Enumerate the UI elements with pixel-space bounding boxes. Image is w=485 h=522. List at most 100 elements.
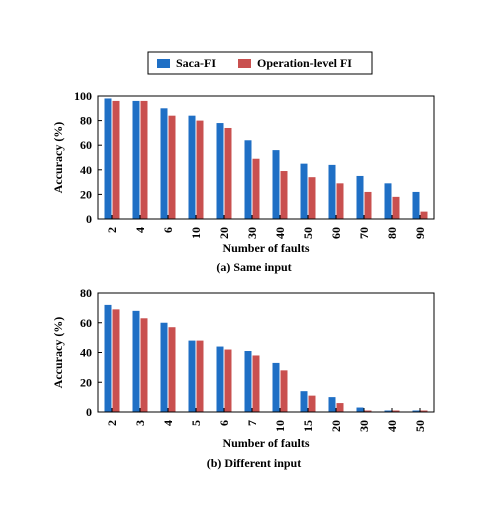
bar-saca-fi	[244, 140, 252, 219]
y-tick-label: 20	[80, 375, 92, 389]
bar-operation-level-fi	[224, 127, 232, 219]
bar-saca-fi	[216, 123, 224, 219]
bar-operation-level-fi	[168, 327, 176, 412]
legend-frame	[147, 51, 373, 75]
x-tick-label: 5	[189, 420, 203, 426]
x-tick-label: 4	[161, 420, 175, 426]
x-tick-label: 2	[105, 420, 119, 426]
y-tick-label: 80	[80, 286, 92, 300]
y-tick-label: 40	[80, 163, 92, 177]
y-tick-label: 60	[80, 138, 92, 152]
x-tick-label: 4	[133, 227, 147, 233]
x-tick-label: 7	[245, 420, 259, 426]
x-tick-label: 30	[245, 227, 259, 239]
bar-saca-fi	[132, 100, 140, 219]
legend-swatch-saca-fi	[157, 59, 170, 68]
bar-operation-level-fi	[308, 395, 316, 412]
chart-b-y-axis: 0 20 40 60 80	[80, 286, 102, 419]
chart-b-bars	[104, 304, 428, 412]
y-tick-label: 0	[86, 405, 92, 419]
bar-saca-fi	[132, 310, 140, 412]
x-tick-label: 70	[357, 227, 371, 239]
x-tick-label: 10	[273, 420, 287, 432]
x-tick-label: 2	[105, 227, 119, 233]
x-tick-label: 90	[413, 227, 427, 239]
bar-operation-level-fi	[252, 158, 260, 219]
bar-operation-level-fi	[336, 183, 344, 219]
bar-saca-fi	[272, 362, 280, 412]
bar-saca-fi	[384, 410, 392, 412]
bar-operation-level-fi	[280, 171, 288, 219]
bar-operation-level-fi	[140, 100, 148, 219]
bar-saca-fi	[328, 397, 336, 412]
bar-saca-fi	[300, 391, 308, 412]
bar-saca-fi	[244, 351, 252, 412]
bar-saca-fi	[384, 183, 392, 219]
bar-saca-fi	[188, 340, 196, 412]
bar-operation-level-fi	[168, 115, 176, 219]
y-tick-label: 20	[80, 187, 92, 201]
y-tick-label: 100	[74, 89, 92, 103]
bar-saca-fi	[356, 407, 364, 412]
chart-different-input: 0 20 40 60 80 2 3 4 5 6 7 10 15 20 30 40 50 Accuracy (%…	[51, 286, 435, 470]
bar-operation-level-fi	[364, 191, 372, 219]
bar-operation-level-fi	[364, 410, 372, 412]
chart-a-x-axis: 2 4 6 10 20 30 40 50 60 70 80 90	[105, 215, 427, 239]
bar-saca-fi	[104, 304, 112, 412]
y-tick-label: 80	[80, 114, 92, 128]
chart-a-y-axis: 0 20 40 60 80 100	[74, 89, 102, 226]
x-tick-label: 50	[413, 420, 427, 432]
bar-operation-level-fi	[392, 410, 400, 412]
bar-operation-level-fi	[420, 211, 428, 219]
bar-saca-fi	[328, 164, 336, 219]
chart-b-y-axis-label: Accuracy (%)	[51, 317, 65, 389]
chart-a-x-axis-label: Number of faults	[222, 241, 309, 255]
x-tick-label: 3	[133, 420, 147, 426]
chart-a-plot-frame	[97, 95, 435, 220]
bar-saca-fi	[104, 98, 112, 219]
x-tick-label: 40	[273, 227, 287, 239]
bar-saca-fi	[160, 108, 168, 219]
bar-operation-level-fi	[280, 370, 288, 412]
legend-swatch-operation-level-fi	[238, 59, 251, 68]
bar-operation-level-fi	[252, 355, 260, 412]
bar-operation-level-fi	[112, 100, 120, 219]
bar-operation-level-fi	[140, 318, 148, 412]
bar-operation-level-fi	[224, 349, 232, 412]
bar-operation-level-fi	[336, 403, 344, 412]
chart-b-plot-frame	[97, 292, 435, 413]
chart-b-x-axis: 2 3 4 5 6 7 10 15 20 30 40 50	[105, 408, 427, 432]
y-tick-label: 60	[80, 316, 92, 330]
chart-a-caption: (a) Same input	[216, 260, 291, 274]
bar-saca-fi	[356, 175, 364, 219]
legend-label-saca-fi: Saca-FI	[176, 56, 216, 70]
chart-a-bars	[104, 98, 428, 219]
x-tick-label: 20	[217, 227, 231, 239]
chart-b-caption: (b) Different input	[207, 456, 301, 470]
x-tick-label: 15	[301, 420, 315, 432]
x-tick-label: 40	[385, 420, 399, 432]
bar-saca-fi	[160, 322, 168, 412]
x-tick-label: 30	[357, 420, 371, 432]
bar-operation-level-fi	[308, 177, 316, 219]
bar-saca-fi	[300, 163, 308, 219]
x-tick-label: 6	[161, 227, 175, 233]
bar-operation-level-fi	[196, 340, 204, 412]
x-tick-label: 50	[301, 227, 315, 239]
bar-saca-fi	[412, 410, 420, 412]
bar-operation-level-fi	[392, 196, 400, 219]
x-tick-label: 6	[217, 420, 231, 426]
bar-operation-level-fi	[196, 120, 204, 219]
bar-operation-level-fi	[112, 309, 120, 412]
y-tick-label: 0	[86, 212, 92, 226]
y-tick-label: 40	[80, 346, 92, 360]
legend: Saca-FI Operation-level FI	[147, 51, 373, 75]
x-tick-label: 80	[385, 227, 399, 239]
bar-saca-fi	[216, 346, 224, 412]
bar-saca-fi	[412, 191, 420, 219]
bar-operation-level-fi	[420, 410, 428, 412]
chart-a-y-axis-label: Accuracy (%)	[51, 122, 65, 194]
chart-same-input: 0 20 40 60 80 100 2 4 6 10 20 30 40 50 60 70 80 90 Accur…	[51, 89, 435, 274]
x-tick-label: 60	[329, 227, 343, 239]
